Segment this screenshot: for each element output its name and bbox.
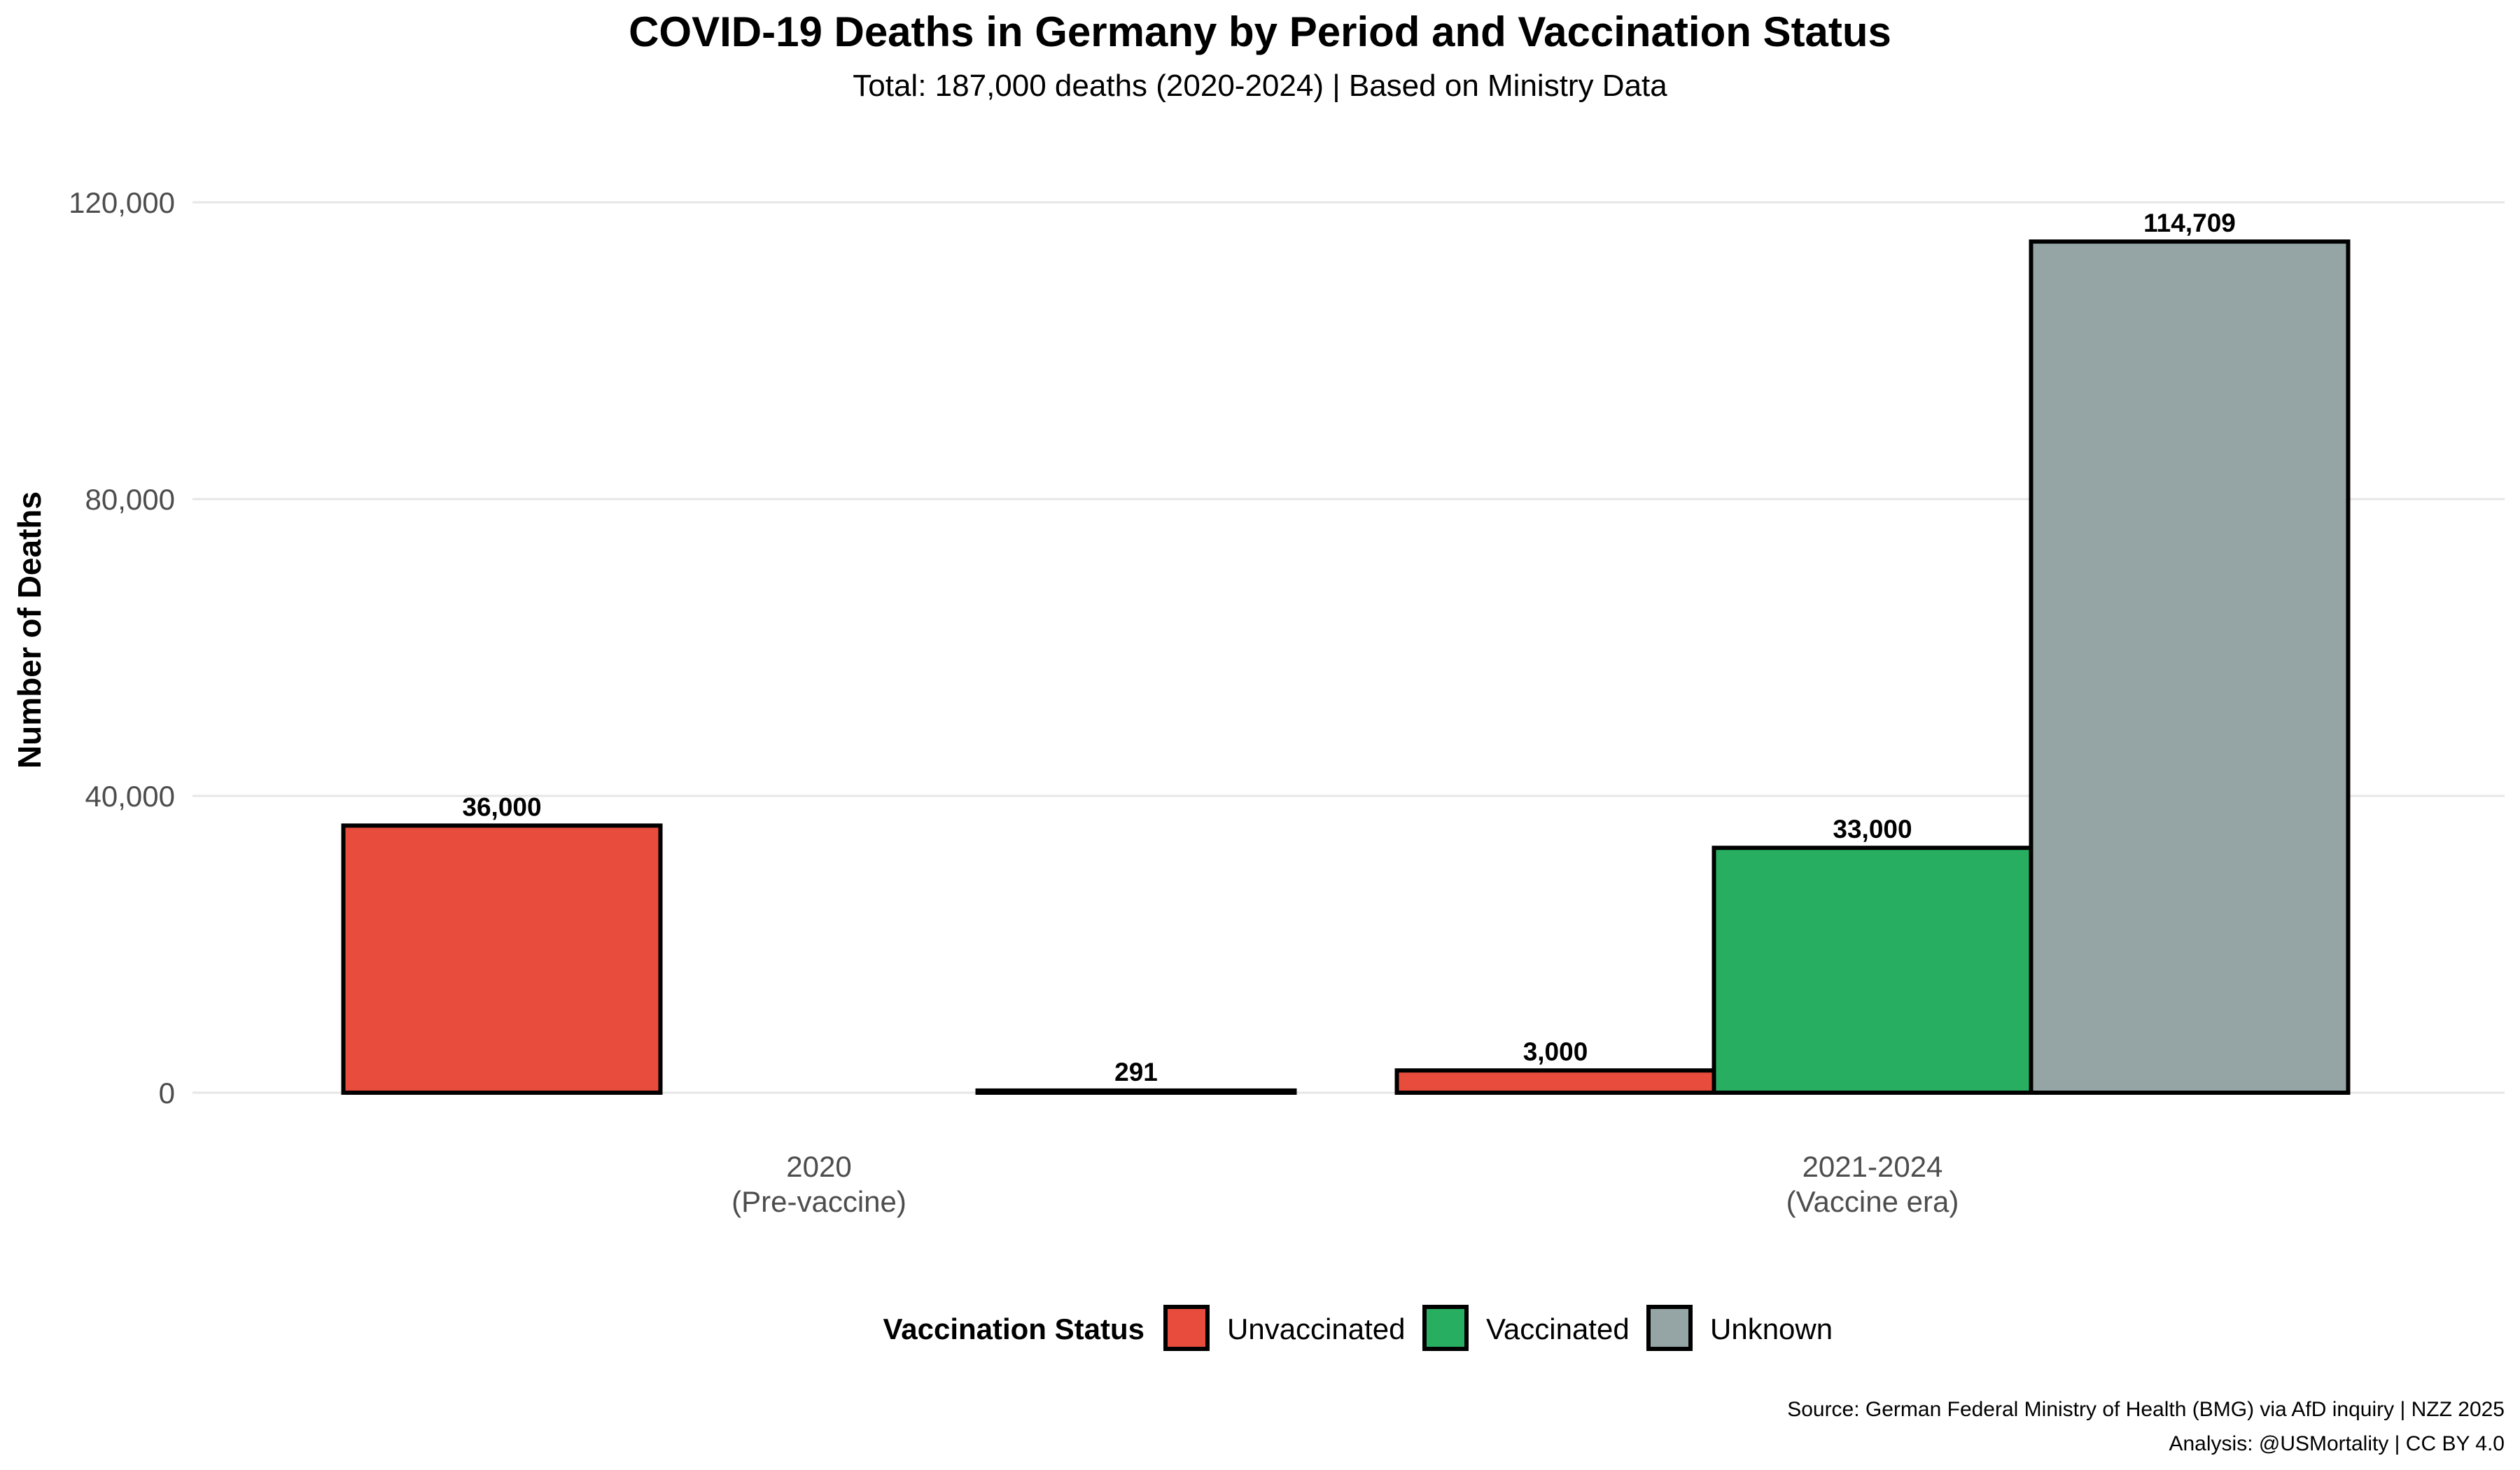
x-tick-label: 2021-2024 <box>1802 1150 1943 1183</box>
x-tick-label: 2020 <box>786 1150 851 1183</box>
y-tick-label: 120,000 <box>69 186 175 219</box>
data-label: 291 <box>1114 1058 1158 1086</box>
caption-source: Source: German Federal Ministry of Healt… <box>1787 1398 2505 1421</box>
bar-unknown-0 <box>975 1088 1297 1096</box>
legend-key-vaccinated <box>1422 1305 1469 1351</box>
legend-title: Vaccination Status <box>883 1312 1144 1345</box>
y-tick-label: 80,000 <box>85 483 175 516</box>
legend-items: Unvaccinated Vaccinated Unknown <box>1163 1305 1833 1351</box>
x-axis-ticks: 2020(Pre-vaccine) 2021-2024(Vaccine era) <box>732 1150 1959 1218</box>
bar-unvaccinated-0 <box>341 823 663 1096</box>
legend-label-unknown: Unknown <box>1710 1312 1833 1345</box>
chart-title: COVID-19 Deaths in Germany by Period and… <box>629 8 1891 55</box>
bars <box>341 239 2351 1096</box>
y-tick-label: 0 <box>159 1077 175 1110</box>
bar-unvaccinated-1 <box>1394 1068 1716 1095</box>
x-tick-sublabel: (Pre-vaccine) <box>732 1185 906 1218</box>
bar-unknown-1 <box>2029 239 2351 1095</box>
y-axis-ticks: 0 40,000 80,000 120,000 <box>69 186 175 1110</box>
data-labels: 36,000 291 3,000 33,000 114,709 <box>462 209 2235 1086</box>
chart-subtitle: Total: 187,000 deaths (2020-2024) | Base… <box>853 69 1667 103</box>
data-label: 36,000 <box>462 792 541 821</box>
legend-key-unknown <box>1646 1305 1693 1351</box>
y-axis-title: Number of Deaths <box>11 491 48 769</box>
legend-label-vaccinated: Vaccinated <box>1486 1312 1630 1345</box>
legend: Vaccination Status Unvaccinated Vaccinate… <box>883 1305 1833 1351</box>
legend-label-unvaccinated: Unvaccinated <box>1227 1312 1405 1345</box>
x-tick-sublabel: (Vaccine era) <box>1786 1185 1959 1218</box>
legend-key-unvaccinated <box>1163 1305 1210 1351</box>
data-label: 114,709 <box>2143 209 2236 237</box>
bar-vaccinated-1 <box>1712 846 2033 1095</box>
data-label: 3,000 <box>1523 1037 1588 1066</box>
caption-analysis: Analysis: @USMortality | CC BY 4.0 <box>2169 1432 2505 1455</box>
y-tick-label: 40,000 <box>85 780 175 813</box>
data-label: 33,000 <box>1833 815 1912 844</box>
